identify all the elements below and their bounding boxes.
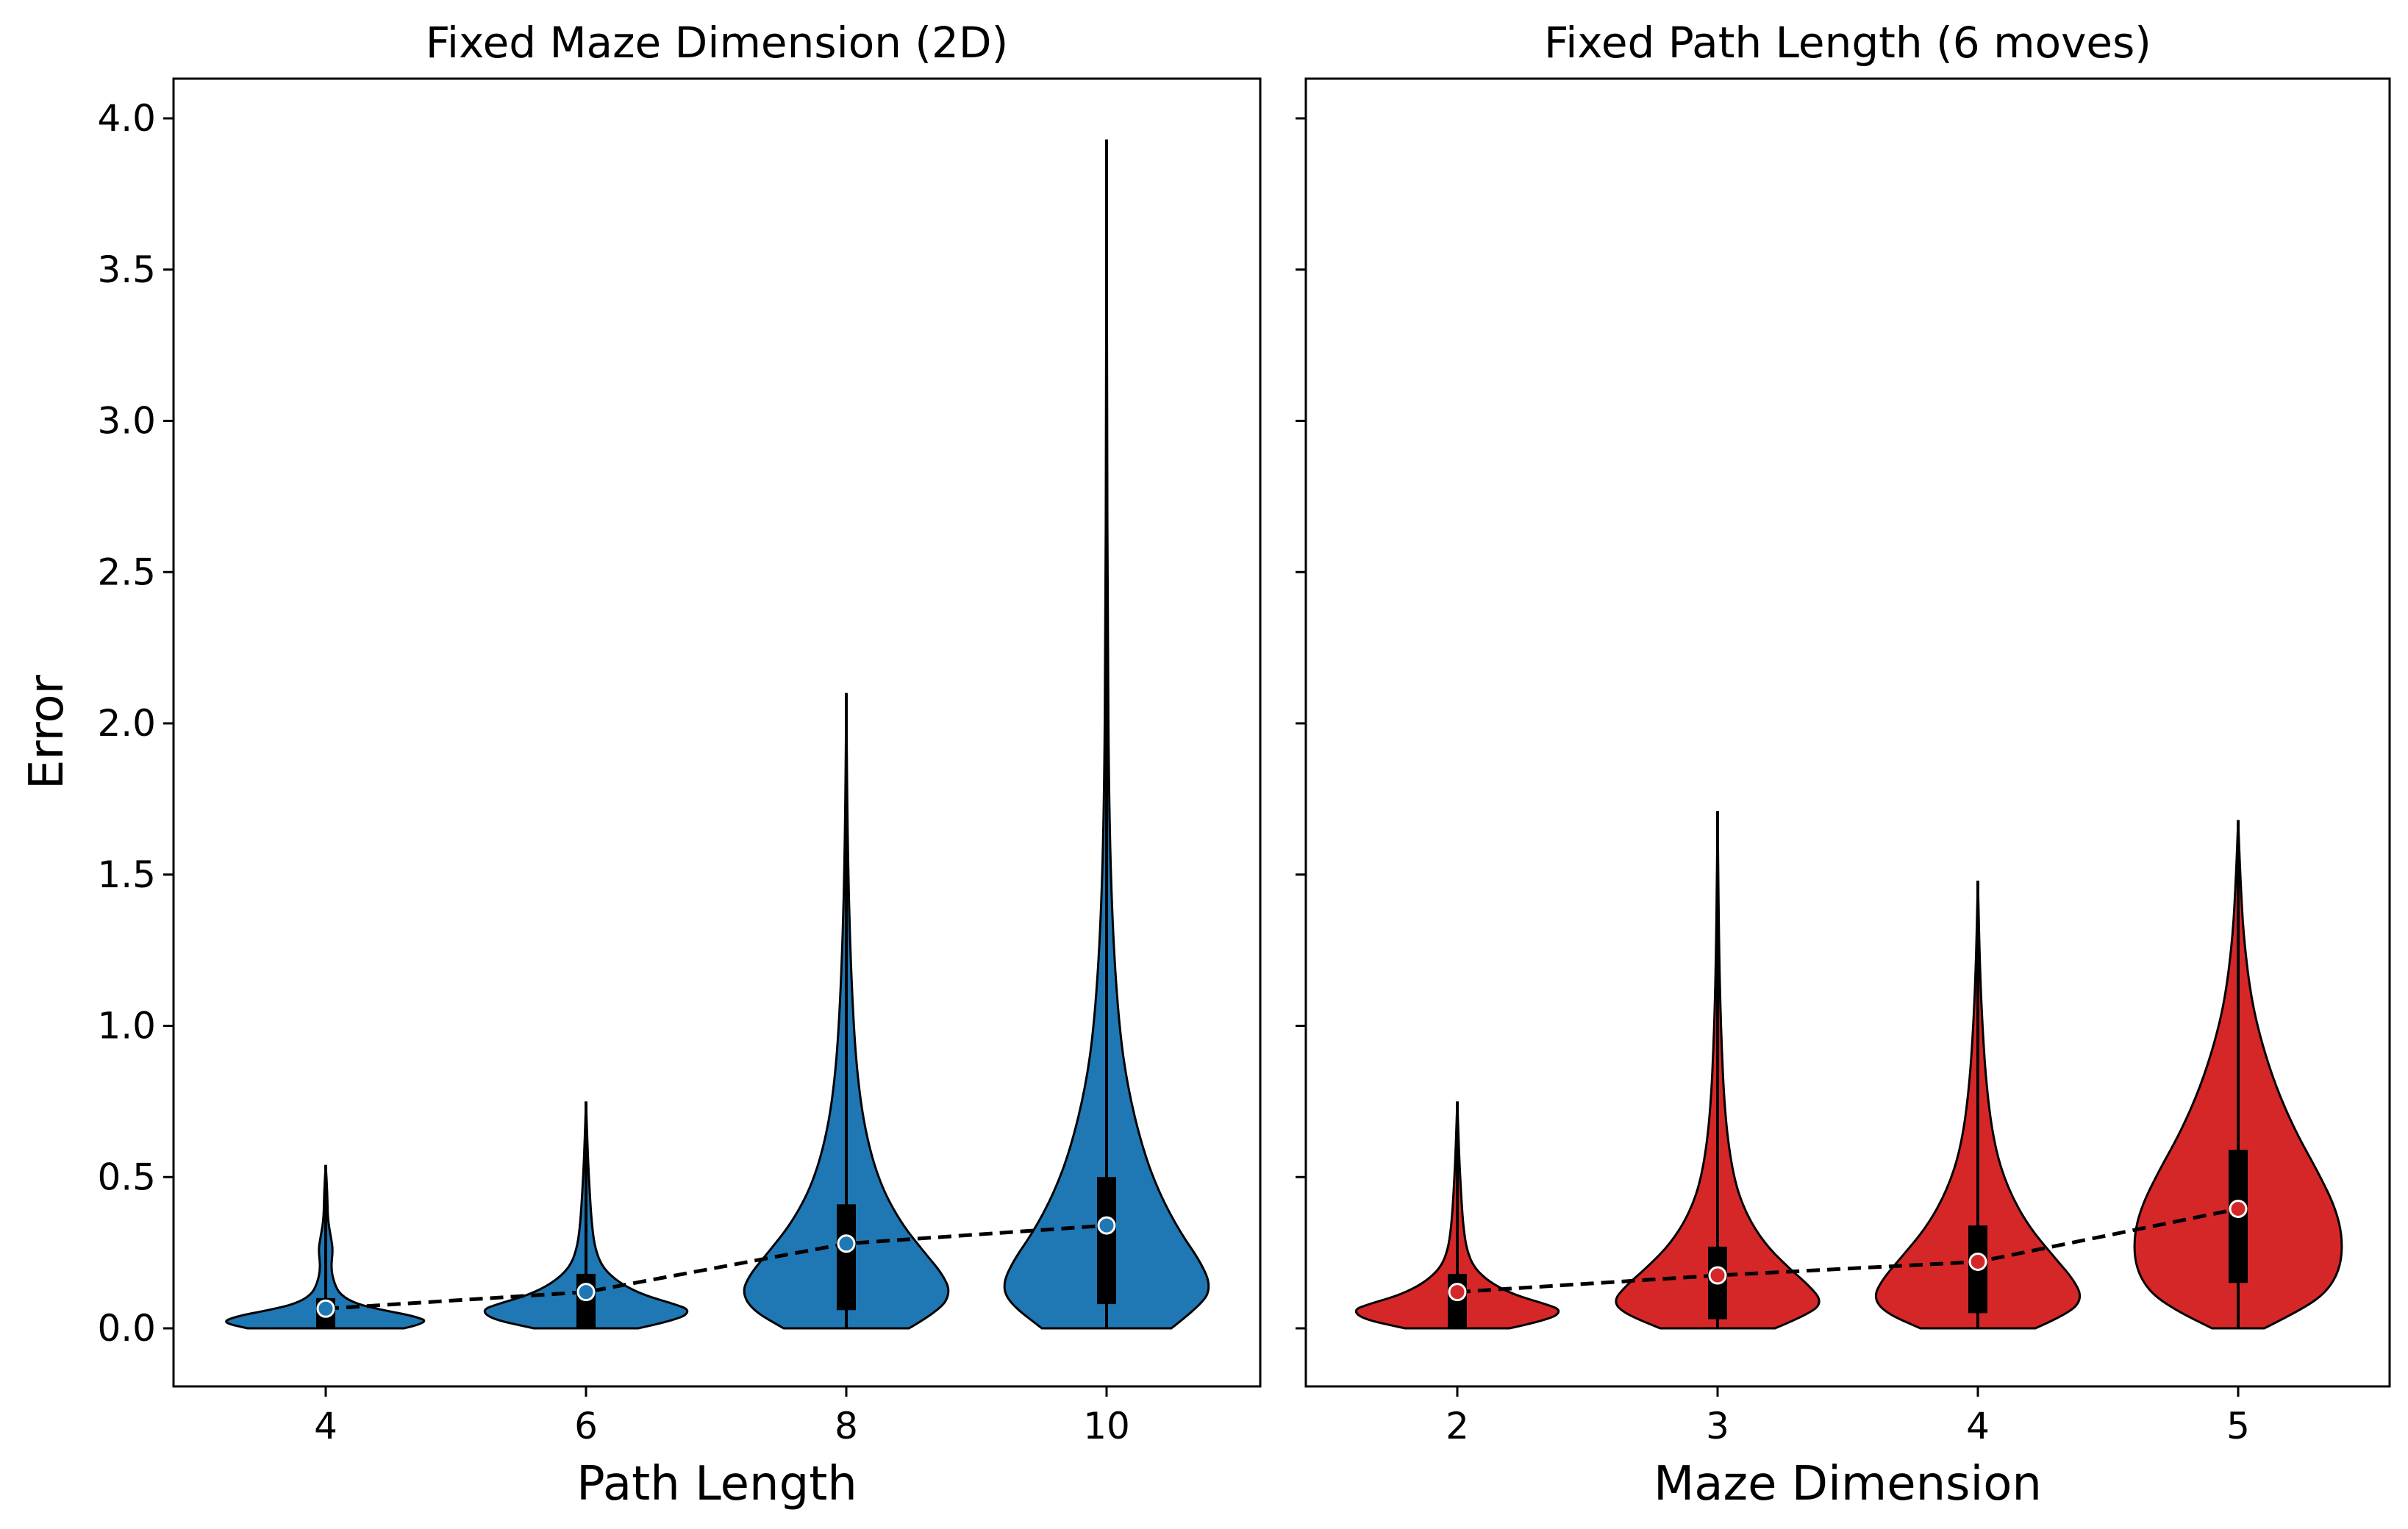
left-median-marker — [576, 1283, 596, 1302]
left-y-tick-label: 1.0 — [97, 1005, 156, 1048]
left-median-marker — [316, 1299, 335, 1318]
left-panel: Fixed Maze Dimension (2D) 0.0 0.5 1.0 1.5 2.… — [20, 18, 1262, 1511]
left-y-tick-label: 0.5 — [97, 1156, 156, 1198]
right-x-tick-label: 5 — [2226, 1405, 2250, 1447]
right-x-tick-label: 2 — [1446, 1405, 1469, 1447]
left-y-axis: 0.0 0.5 1.0 1.5 2.0 2.5 3.0 3.5 4.0 — [97, 97, 174, 1350]
right-median-marker — [2229, 1199, 2248, 1218]
left-y-tick-label: 4.0 — [97, 97, 156, 140]
left-y-label: Error — [20, 674, 74, 789]
left-violin-iqr-box — [837, 1204, 856, 1311]
left-median-marker — [837, 1234, 856, 1253]
left-x-tick-label: 10 — [1083, 1405, 1130, 1447]
right-x-tick-label: 4 — [1966, 1405, 1990, 1447]
left-median-marker — [1097, 1216, 1116, 1235]
right-x-tick-label: 3 — [1706, 1405, 1729, 1447]
left-y-tick-label: 3.5 — [97, 248, 156, 291]
left-y-tick-label: 3.0 — [97, 400, 156, 443]
right-median-marker — [1448, 1283, 1467, 1302]
right-x-label: Maze Dimension — [1654, 1457, 2042, 1511]
left-y-tick-label: 1.5 — [97, 853, 156, 896]
right-median-marker — [1968, 1252, 1987, 1271]
left-violins — [225, 139, 1210, 1330]
left-median-trend-line — [325, 1223, 1107, 1311]
left-y-tick-label: 2.5 — [97, 551, 156, 593]
left-x-tick-label: 6 — [574, 1405, 598, 1447]
right-y-axis — [1296, 117, 1306, 1330]
right-axes-frame — [1304, 77, 2391, 1388]
right-panel: Fixed Path Length (6 moves) 2 3 4 5 Maze Di… — [1296, 18, 2391, 1511]
left-title: Fixed Maze Dimension (2D) — [426, 18, 1008, 68]
left-x-tick-label: 4 — [314, 1405, 337, 1447]
right-x-axis: 2 3 4 5 — [1446, 1386, 2250, 1447]
right-title: Fixed Path Length (6 moves) — [1544, 18, 2151, 68]
right-violins — [1354, 811, 2343, 1330]
left-x-tick-label: 8 — [835, 1405, 858, 1447]
left-violin-iqr-box — [1097, 1177, 1116, 1305]
left-x-label: Path Length — [576, 1457, 857, 1511]
left-axes-frame — [172, 77, 1262, 1388]
right-median-marker — [1708, 1266, 1727, 1285]
left-y-tick-label: 2.0 — [97, 702, 156, 745]
right-median-trend-line — [1457, 1207, 2239, 1295]
left-y-tick-label: 0.0 — [97, 1307, 156, 1350]
left-x-axis: 4 6 8 10 — [314, 1386, 1130, 1447]
